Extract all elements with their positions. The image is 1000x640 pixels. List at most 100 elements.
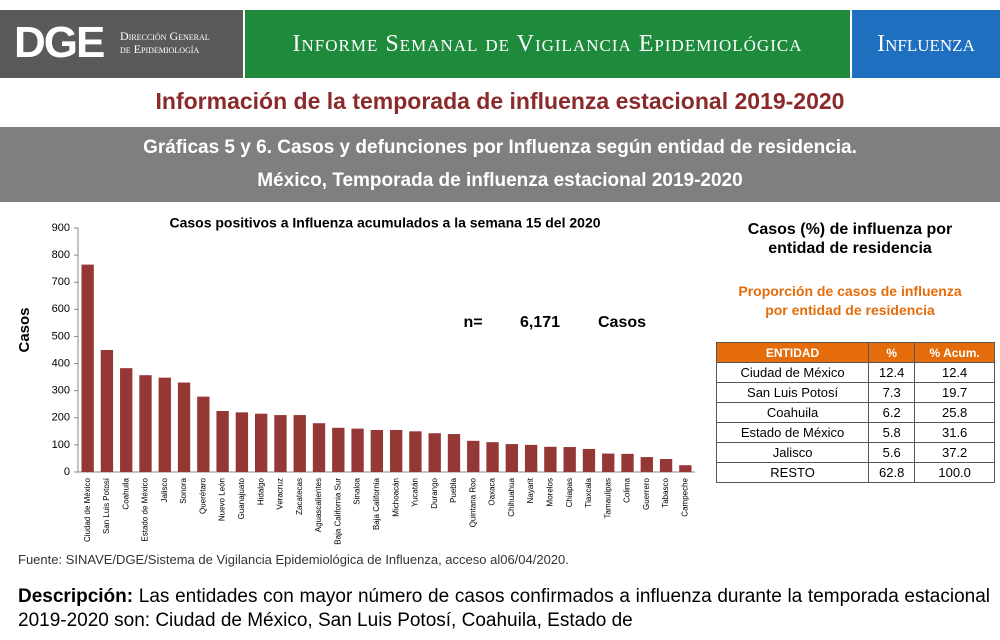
report-name: Informe Semanal de Vigilancia Epidemioló… xyxy=(245,10,850,78)
x-tick-label: Campeche xyxy=(680,477,689,516)
bar xyxy=(158,377,171,472)
table-cell: 100.0 xyxy=(914,462,995,483)
x-tick-label: Michoacán xyxy=(391,478,400,517)
bar xyxy=(544,446,557,472)
table-cell: 12.4 xyxy=(868,362,916,383)
x-tick-label: Durango xyxy=(430,477,439,508)
bar xyxy=(255,413,268,472)
org-line: Dirección General xyxy=(120,29,210,43)
table-cell: 5.8 xyxy=(868,422,916,443)
bar xyxy=(293,415,306,472)
table-row: RESTO 62.8 100.0 xyxy=(715,462,995,483)
y-tick-label: 0 xyxy=(64,466,70,478)
bar xyxy=(563,447,576,472)
x-tick-label: Tlaxcala xyxy=(584,477,593,507)
bar xyxy=(332,427,345,472)
header-cell: % xyxy=(868,342,916,363)
bar xyxy=(659,458,673,472)
header-cell: ENTIDAD xyxy=(715,342,870,363)
table-cell: 37.2 xyxy=(914,442,995,463)
y-tick-label: 200 xyxy=(52,412,70,424)
table-row: San Luis Potosí 7.3 19.7 xyxy=(715,382,995,403)
x-tick-label: Tamaulipas xyxy=(603,478,612,518)
table-header-row: ENTIDAD%% Acum. xyxy=(715,342,995,363)
x-tick-label: Oaxaca xyxy=(488,477,497,505)
x-tick-label: Veracruz xyxy=(276,478,285,510)
y-tick-label: 100 xyxy=(52,439,70,451)
annotation: n= xyxy=(463,314,482,331)
bar xyxy=(602,453,615,472)
y-tick-label: 400 xyxy=(52,357,70,369)
bar xyxy=(428,433,441,472)
table-cell: 31.6 xyxy=(914,422,995,443)
x-tick-label: Chiapas xyxy=(565,478,574,507)
bar xyxy=(351,428,364,472)
x-tick-label: Yucatán xyxy=(411,478,420,507)
x-tick-label: Estado de México xyxy=(141,477,150,541)
table-row: Jalisco 5.6 37.2 xyxy=(715,442,995,463)
logo: DGE xyxy=(14,18,105,67)
x-tick-label: Guerrero xyxy=(642,477,651,510)
annotation: 6,171 xyxy=(520,314,560,331)
bar xyxy=(197,396,210,472)
x-tick-label: Chihuahua xyxy=(507,477,516,516)
x-tick-label: Tabasco xyxy=(661,477,670,507)
bar xyxy=(389,429,403,472)
bar xyxy=(486,442,499,472)
y-tick-label: 500 xyxy=(52,330,70,342)
bar xyxy=(100,350,114,472)
y-axis-label: Casos xyxy=(16,307,33,352)
topic: Influenza xyxy=(852,10,1000,78)
x-tick-label: San Luis Potosí xyxy=(102,477,111,534)
x-tick-label: Baja California xyxy=(372,477,381,530)
bar xyxy=(235,412,249,472)
side-title-line: entidad de residencia xyxy=(768,240,932,257)
logo-area: DGE Dirección General de Epidemiología xyxy=(0,10,243,78)
table-cell: Estado de México xyxy=(715,422,870,443)
band-line: Gráficas 5 y 6. Casos y defunciones por … xyxy=(143,137,857,158)
bar xyxy=(177,382,191,472)
table: ENTIDAD%% Acum. Ciudad de México 12.4 12.4 S… xyxy=(715,342,995,483)
x-tick-label: Aguascalientes xyxy=(314,478,323,532)
side-title: Casos (%) de influenza por entidad de re… xyxy=(705,220,995,258)
bar xyxy=(120,368,133,472)
table-cell: 6.2 xyxy=(868,402,916,423)
table-cell: RESTO xyxy=(715,462,870,483)
table-cell: 25.8 xyxy=(914,402,995,423)
x-tick-label: Nayarit xyxy=(526,477,535,503)
x-tick-label: Quintana Roo xyxy=(468,477,477,527)
side-subtitle-line: por entidad de residencia xyxy=(765,302,935,318)
table-cell: Coahuila xyxy=(715,402,870,423)
description: Descripción: Las entidades con mayor núm… xyxy=(18,585,990,633)
bar xyxy=(139,375,152,472)
table-row: Ciudad de México 12.4 12.4 xyxy=(715,362,995,383)
bar xyxy=(640,457,653,472)
header-cell: % Acum. xyxy=(914,342,995,363)
annotation: Casos xyxy=(598,314,646,331)
bar xyxy=(274,415,287,472)
x-tick-label: Jalisco xyxy=(160,477,169,502)
side-subtitle-line: Proporción de casos de influenza xyxy=(738,283,962,299)
x-tick-label: Guanajuato xyxy=(237,477,246,519)
table-cell: 62.8 xyxy=(868,462,916,483)
org-name: Dirección General de Epidemiología xyxy=(120,30,210,56)
x-tick-label: Colima xyxy=(623,477,632,502)
side-subtitle: Proporción de casos de influenza por ent… xyxy=(705,282,995,320)
bar xyxy=(312,423,326,472)
table-cell: 5.6 xyxy=(868,442,916,463)
y-tick-label: 700 xyxy=(52,276,70,288)
bar xyxy=(81,264,94,472)
bar xyxy=(524,444,538,472)
x-tick-label: Hidalgo xyxy=(256,477,265,505)
y-tick-label: 300 xyxy=(52,385,70,397)
bar xyxy=(582,448,596,472)
chart: Casos positivos a Influenza acumulados a… xyxy=(16,215,695,545)
x-tick-label: Sonora xyxy=(179,477,188,503)
x-tick-label: Baja California Sur xyxy=(333,478,342,545)
bar xyxy=(467,440,480,472)
x-tick-label: Querétaro xyxy=(198,477,207,514)
y-tick-label: 900 xyxy=(52,222,70,234)
description-text: Las entidades con mayor número de casos … xyxy=(18,586,990,631)
band: Gráficas 5 y 6. Casos y defunciones por … xyxy=(0,127,1000,202)
